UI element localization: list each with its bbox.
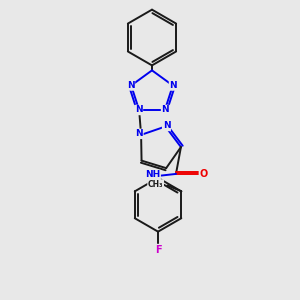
Text: N: N xyxy=(127,81,134,90)
Text: O: O xyxy=(200,169,208,179)
Text: N: N xyxy=(163,122,170,130)
Text: CH₃: CH₃ xyxy=(148,180,164,189)
Text: N: N xyxy=(135,129,143,138)
Text: F: F xyxy=(155,244,161,255)
Text: N: N xyxy=(161,106,169,115)
Text: N: N xyxy=(169,81,177,90)
Text: N: N xyxy=(135,106,142,115)
Text: NH: NH xyxy=(145,170,160,179)
